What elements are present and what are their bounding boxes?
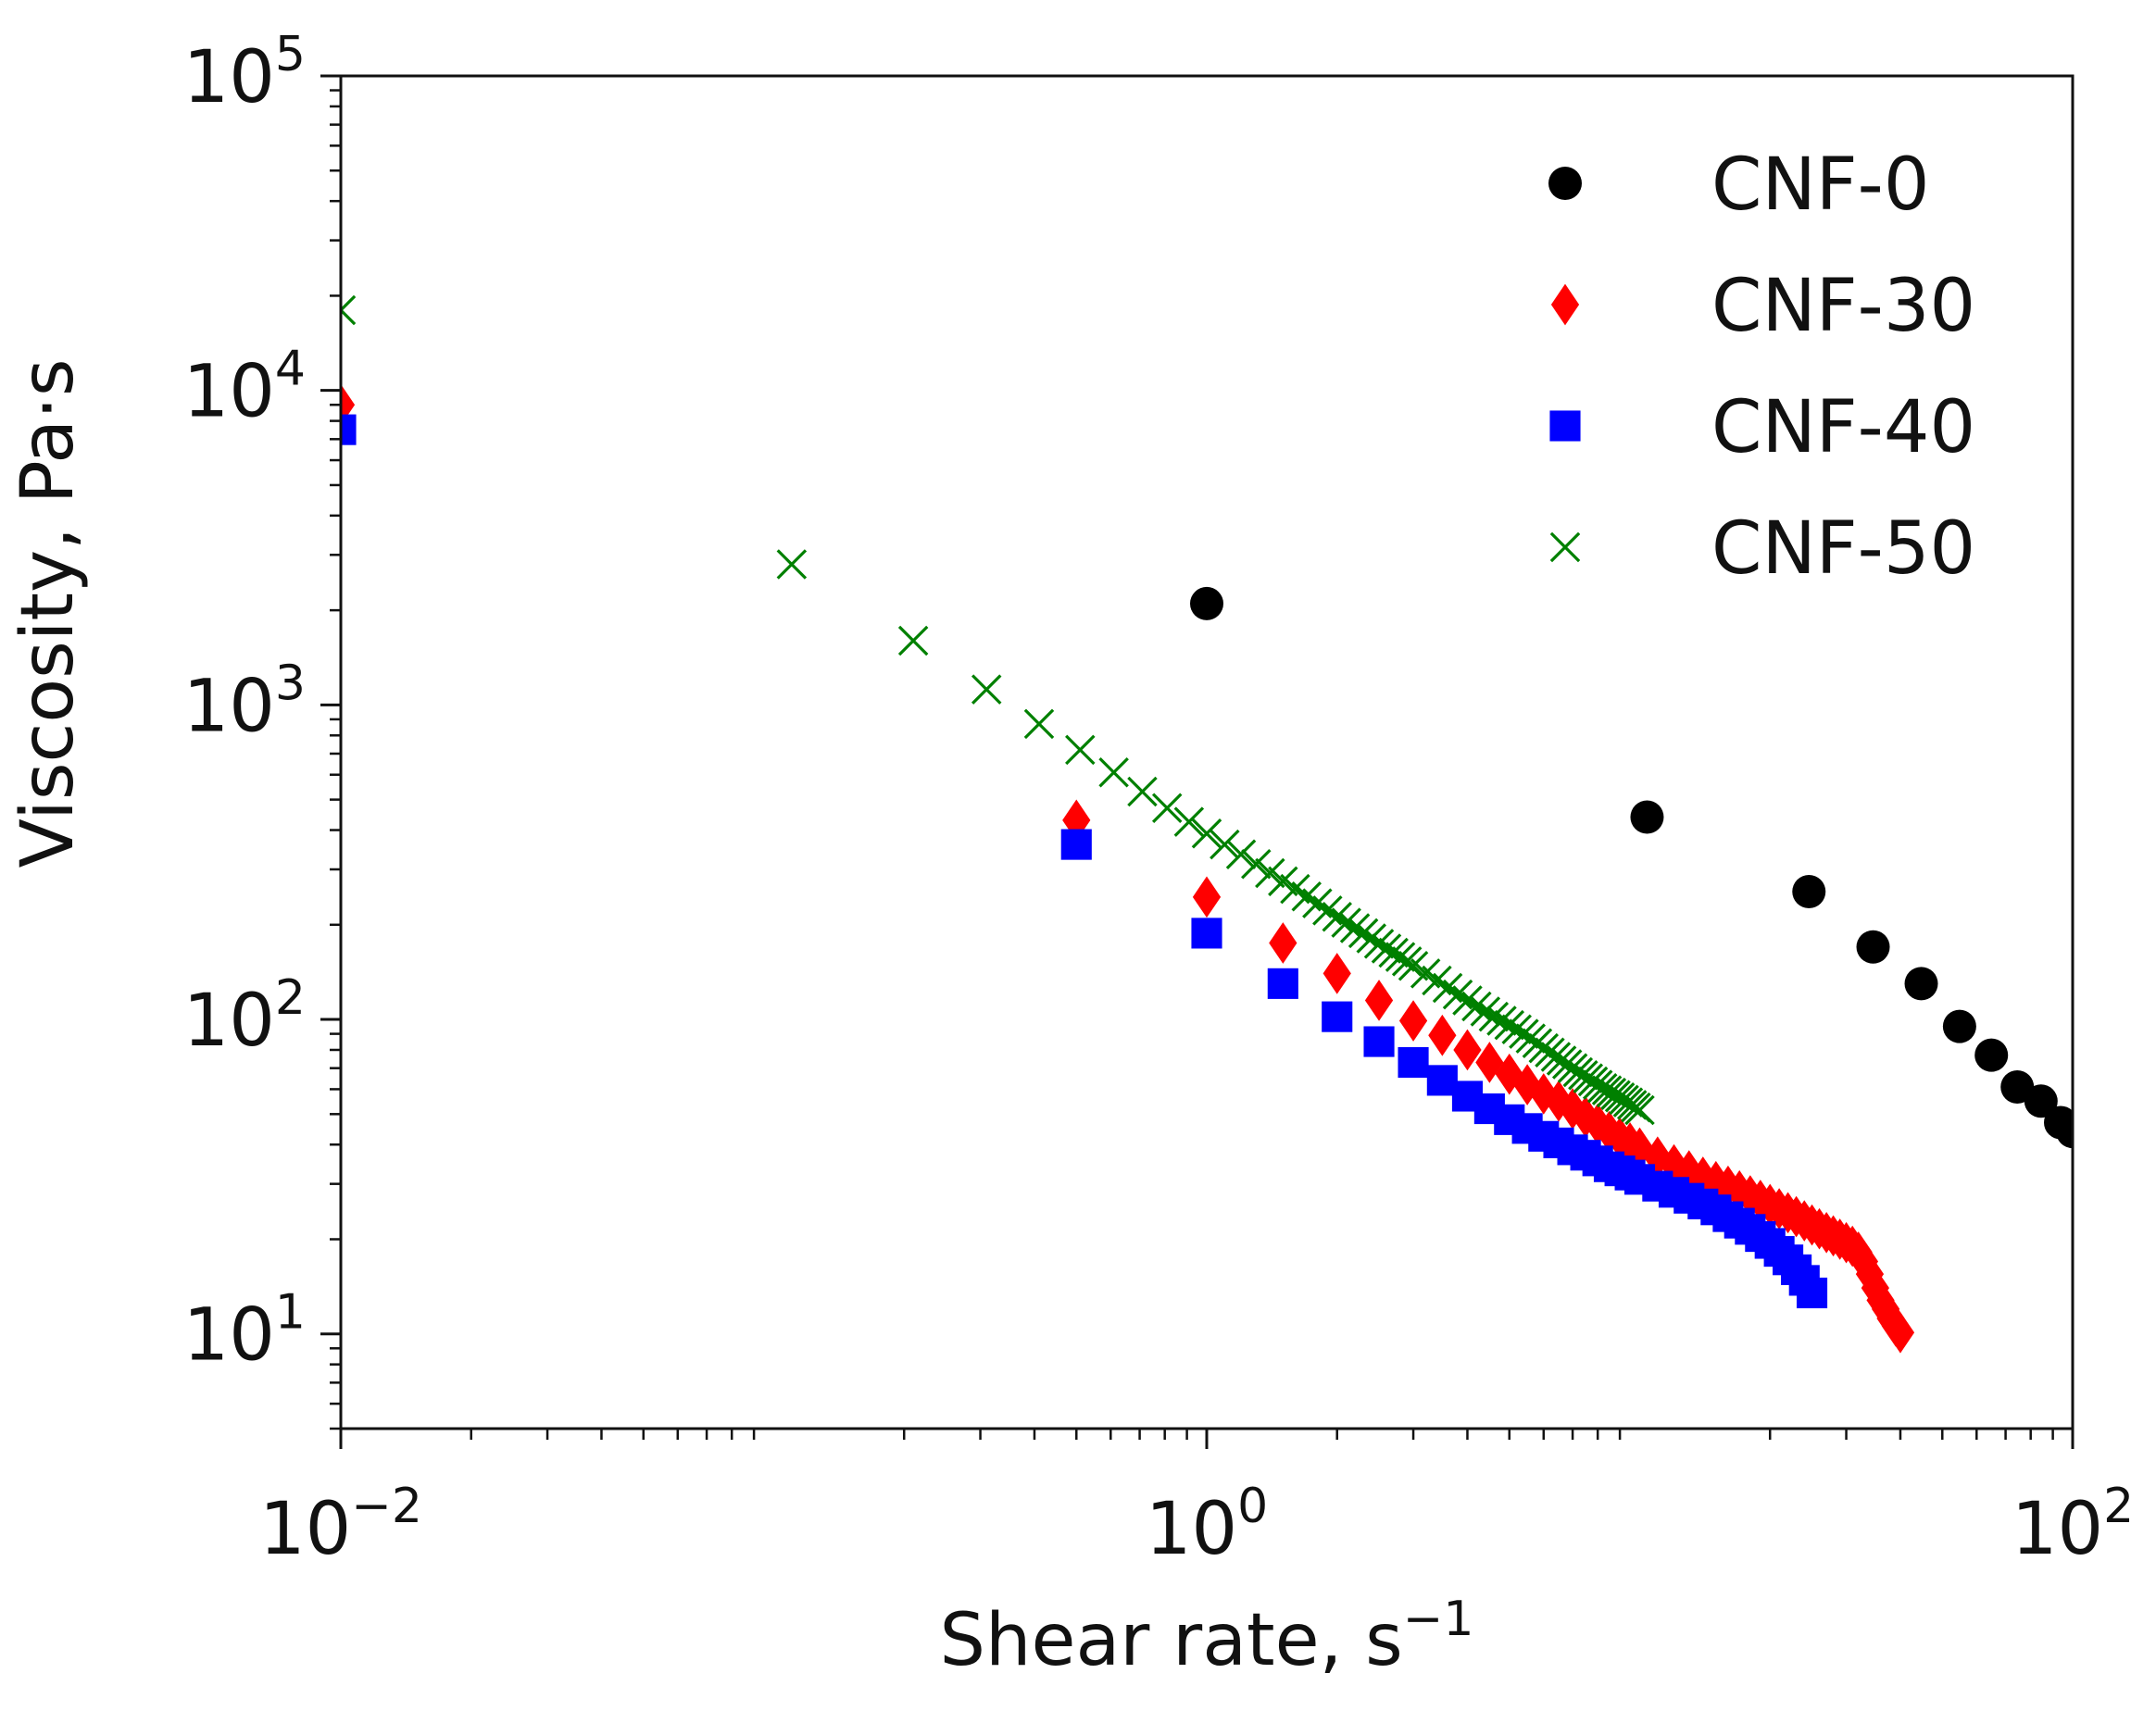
point-cnf-30	[1398, 1000, 1428, 1042]
legend-marker-cnf-30	[1550, 283, 1580, 326]
point-cnf-50	[1494, 1009, 1525, 1041]
point-cnf-50	[1210, 829, 1240, 860]
point-cnf-30	[1849, 1241, 1879, 1282]
point-cnf-50	[1509, 1018, 1539, 1049]
point-cnf-50	[1065, 734, 1096, 766]
point-cnf-0	[1856, 930, 1890, 964]
y-tick-label: 103	[183, 656, 306, 748]
point-cnf-30	[1428, 1014, 1457, 1056]
series-cnf-40	[341, 414, 1828, 1309]
legend-marker-cnf-50	[1549, 531, 1581, 563]
legend-label-cnf-50: CNF-50	[1711, 507, 1975, 591]
tick-labels: 10−2 100 102 101 102 103 104 105	[183, 27, 2135, 1571]
point-cnf-40	[1060, 829, 1092, 860]
legend-marker-cnf-0	[1548, 167, 1582, 200]
series-layer	[341, 294, 2073, 1354]
legend-label-cnf-0: CNF-0	[1711, 144, 1929, 227]
point-cnf-50	[1486, 1005, 1517, 1036]
point-cnf-50	[1023, 708, 1055, 740]
x-tick-label: 10−2	[259, 1479, 422, 1571]
point-cnf-50	[1173, 806, 1205, 837]
point-cnf-30	[1453, 1029, 1482, 1071]
legend-marker-cnf-40	[1549, 410, 1581, 442]
point-cnf-50	[776, 549, 808, 580]
point-cnf-0	[2056, 1115, 2073, 1149]
point-cnf-50	[1624, 1094, 1655, 1126]
point-cnf-40	[1191, 918, 1222, 949]
point-cnf-50	[1151, 793, 1183, 824]
point-cnf-50	[1478, 1001, 1510, 1032]
legend: CNF-0 CNF-30 CNF-40 CNF-50	[1548, 144, 1975, 591]
point-cnf-50	[1356, 923, 1387, 954]
point-cnf-40	[1363, 1026, 1395, 1057]
point-cnf-50	[897, 625, 929, 656]
point-cnf-30	[1584, 1103, 1612, 1145]
point-cnf-50	[1461, 991, 1492, 1022]
point-cnf-50	[1470, 996, 1501, 1027]
y-tick-label: 102	[183, 970, 306, 1063]
x-axis-label: Shear rate, s−1	[940, 1592, 1474, 1682]
point-cnf-50	[1442, 979, 1473, 1010]
point-cnf-0	[1974, 1038, 2009, 1072]
point-cnf-30	[1322, 953, 1351, 994]
point-cnf-30	[1269, 922, 1297, 964]
point-cnf-50	[1191, 818, 1222, 849]
point-cnf-50	[1255, 857, 1285, 889]
legend-label-cnf-30: CNF-30	[1711, 265, 1975, 348]
x-axis-label-superscript: −1	[1403, 1592, 1474, 1647]
point-cnf-0	[1942, 1009, 1976, 1043]
point-cnf-50	[1312, 895, 1343, 926]
point-cnf-50	[1348, 918, 1379, 949]
major-ticks	[320, 74, 2075, 1449]
point-cnf-0	[1630, 800, 1664, 834]
legend-label-cnf-40: CNF-40	[1711, 386, 1975, 469]
y-tick-label: 104	[183, 342, 306, 434]
point-cnf-40	[1322, 1001, 1353, 1032]
x-tick-label: 100	[1146, 1479, 1268, 1571]
point-cnf-50	[1452, 985, 1483, 1016]
y-tick-label: 101	[183, 1285, 306, 1378]
plot-frame	[339, 74, 2075, 1430]
series-cnf-0	[1190, 586, 2073, 1149]
point-cnf-0	[1904, 967, 1938, 1001]
minor-ticks	[330, 89, 2054, 1440]
point-cnf-50	[1363, 929, 1395, 959]
point-cnf-40	[1796, 1277, 1828, 1309]
x-tick-label: 102	[2012, 1479, 2134, 1571]
point-cnf-40	[341, 414, 357, 445]
point-cnf-50	[1385, 942, 1416, 972]
point-cnf-50	[1339, 913, 1371, 943]
point-cnf-40	[1267, 968, 1298, 999]
point-cnf-50	[1225, 839, 1257, 869]
point-cnf-50	[1501, 1014, 1532, 1045]
point-cnf-30	[1674, 1150, 1703, 1192]
point-cnf-50	[1371, 933, 1402, 964]
point-cnf-0	[2024, 1084, 2058, 1118]
point-cnf-0	[1190, 586, 1223, 620]
point-cnf-50	[1241, 848, 1272, 880]
point-cnf-50	[971, 674, 1002, 705]
point-cnf-50	[1127, 776, 1158, 807]
y-axis-label: Viscosity, Pa·s	[6, 359, 90, 868]
point-cnf-50	[1331, 907, 1361, 938]
point-cnf-30	[1643, 1136, 1672, 1179]
y-tick-label: 105	[183, 27, 306, 119]
point-cnf-50	[1378, 937, 1409, 968]
point-cnf-30	[1625, 1127, 1654, 1169]
point-cnf-30	[1364, 980, 1394, 1021]
point-cnf-50	[341, 294, 357, 326]
point-cnf-50	[1098, 757, 1129, 788]
point-cnf-30	[1725, 1169, 1754, 1212]
point-cnf-30	[1192, 876, 1222, 918]
point-cnf-30	[1886, 1311, 1915, 1354]
series-cnf-50	[341, 294, 1655, 1126]
series-cnf-30	[341, 383, 1915, 1354]
point-cnf-50	[1322, 901, 1352, 932]
point-cnf-50	[1562, 1056, 1594, 1088]
point-cnf-40	[1398, 1046, 1429, 1079]
point-cnf-0	[1792, 874, 1826, 908]
